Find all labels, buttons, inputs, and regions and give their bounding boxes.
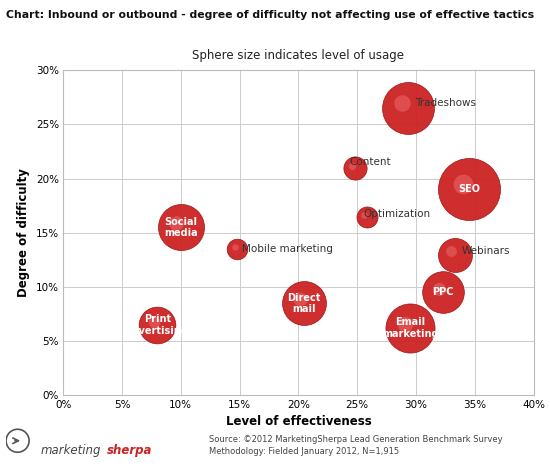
Text: PPC: PPC <box>432 287 454 298</box>
Y-axis label: Degree of difficulty: Degree of difficulty <box>18 168 30 297</box>
Point <box>295 295 304 303</box>
Text: Webinars: Webinars <box>462 246 510 256</box>
Point <box>350 164 359 171</box>
Point <box>362 213 371 220</box>
Text: Content: Content <box>349 157 390 168</box>
Text: Direct
mail: Direct mail <box>288 292 321 314</box>
Point <box>149 318 158 325</box>
Point <box>406 324 415 332</box>
Text: Source: ©2012 MarketingSherpa Lead Generation Benchmark Survey
Methodology: Fiel: Source: ©2012 MarketingSherpa Lead Gener… <box>209 435 503 456</box>
Text: Social
media: Social media <box>164 217 197 238</box>
Text: Mobile marketing: Mobile marketing <box>242 244 333 254</box>
Point <box>398 100 407 107</box>
Point <box>434 285 443 292</box>
Point <box>300 300 309 307</box>
Point <box>153 321 162 329</box>
X-axis label: Level of effectiveness: Level of effectiveness <box>226 415 371 428</box>
Point <box>403 104 412 112</box>
Point <box>450 251 459 258</box>
Point <box>177 224 185 231</box>
Point <box>464 186 473 193</box>
Point <box>233 245 241 253</box>
Text: Chart: Inbound or outbound - degree of difficulty not affecting use of effective: Chart: Inbound or outbound - degree of d… <box>6 10 534 20</box>
Point <box>348 162 357 169</box>
Point <box>400 320 409 328</box>
Point <box>360 211 369 219</box>
Point <box>458 180 467 187</box>
Point <box>172 219 180 227</box>
Text: SEO: SEO <box>458 184 480 195</box>
Text: Print
advertising: Print advertising <box>126 314 189 336</box>
Text: marketing: marketing <box>40 444 101 457</box>
Text: sherpa: sherpa <box>107 444 153 457</box>
Point <box>447 248 456 255</box>
Text: Optimization: Optimization <box>363 209 430 219</box>
Text: Tradeshows: Tradeshows <box>415 98 476 108</box>
Text: Email
marketing: Email marketing <box>382 317 438 339</box>
Point <box>438 289 447 296</box>
Point <box>231 243 240 251</box>
Text: Sphere size indicates level of usage: Sphere size indicates level of usage <box>192 49 404 62</box>
